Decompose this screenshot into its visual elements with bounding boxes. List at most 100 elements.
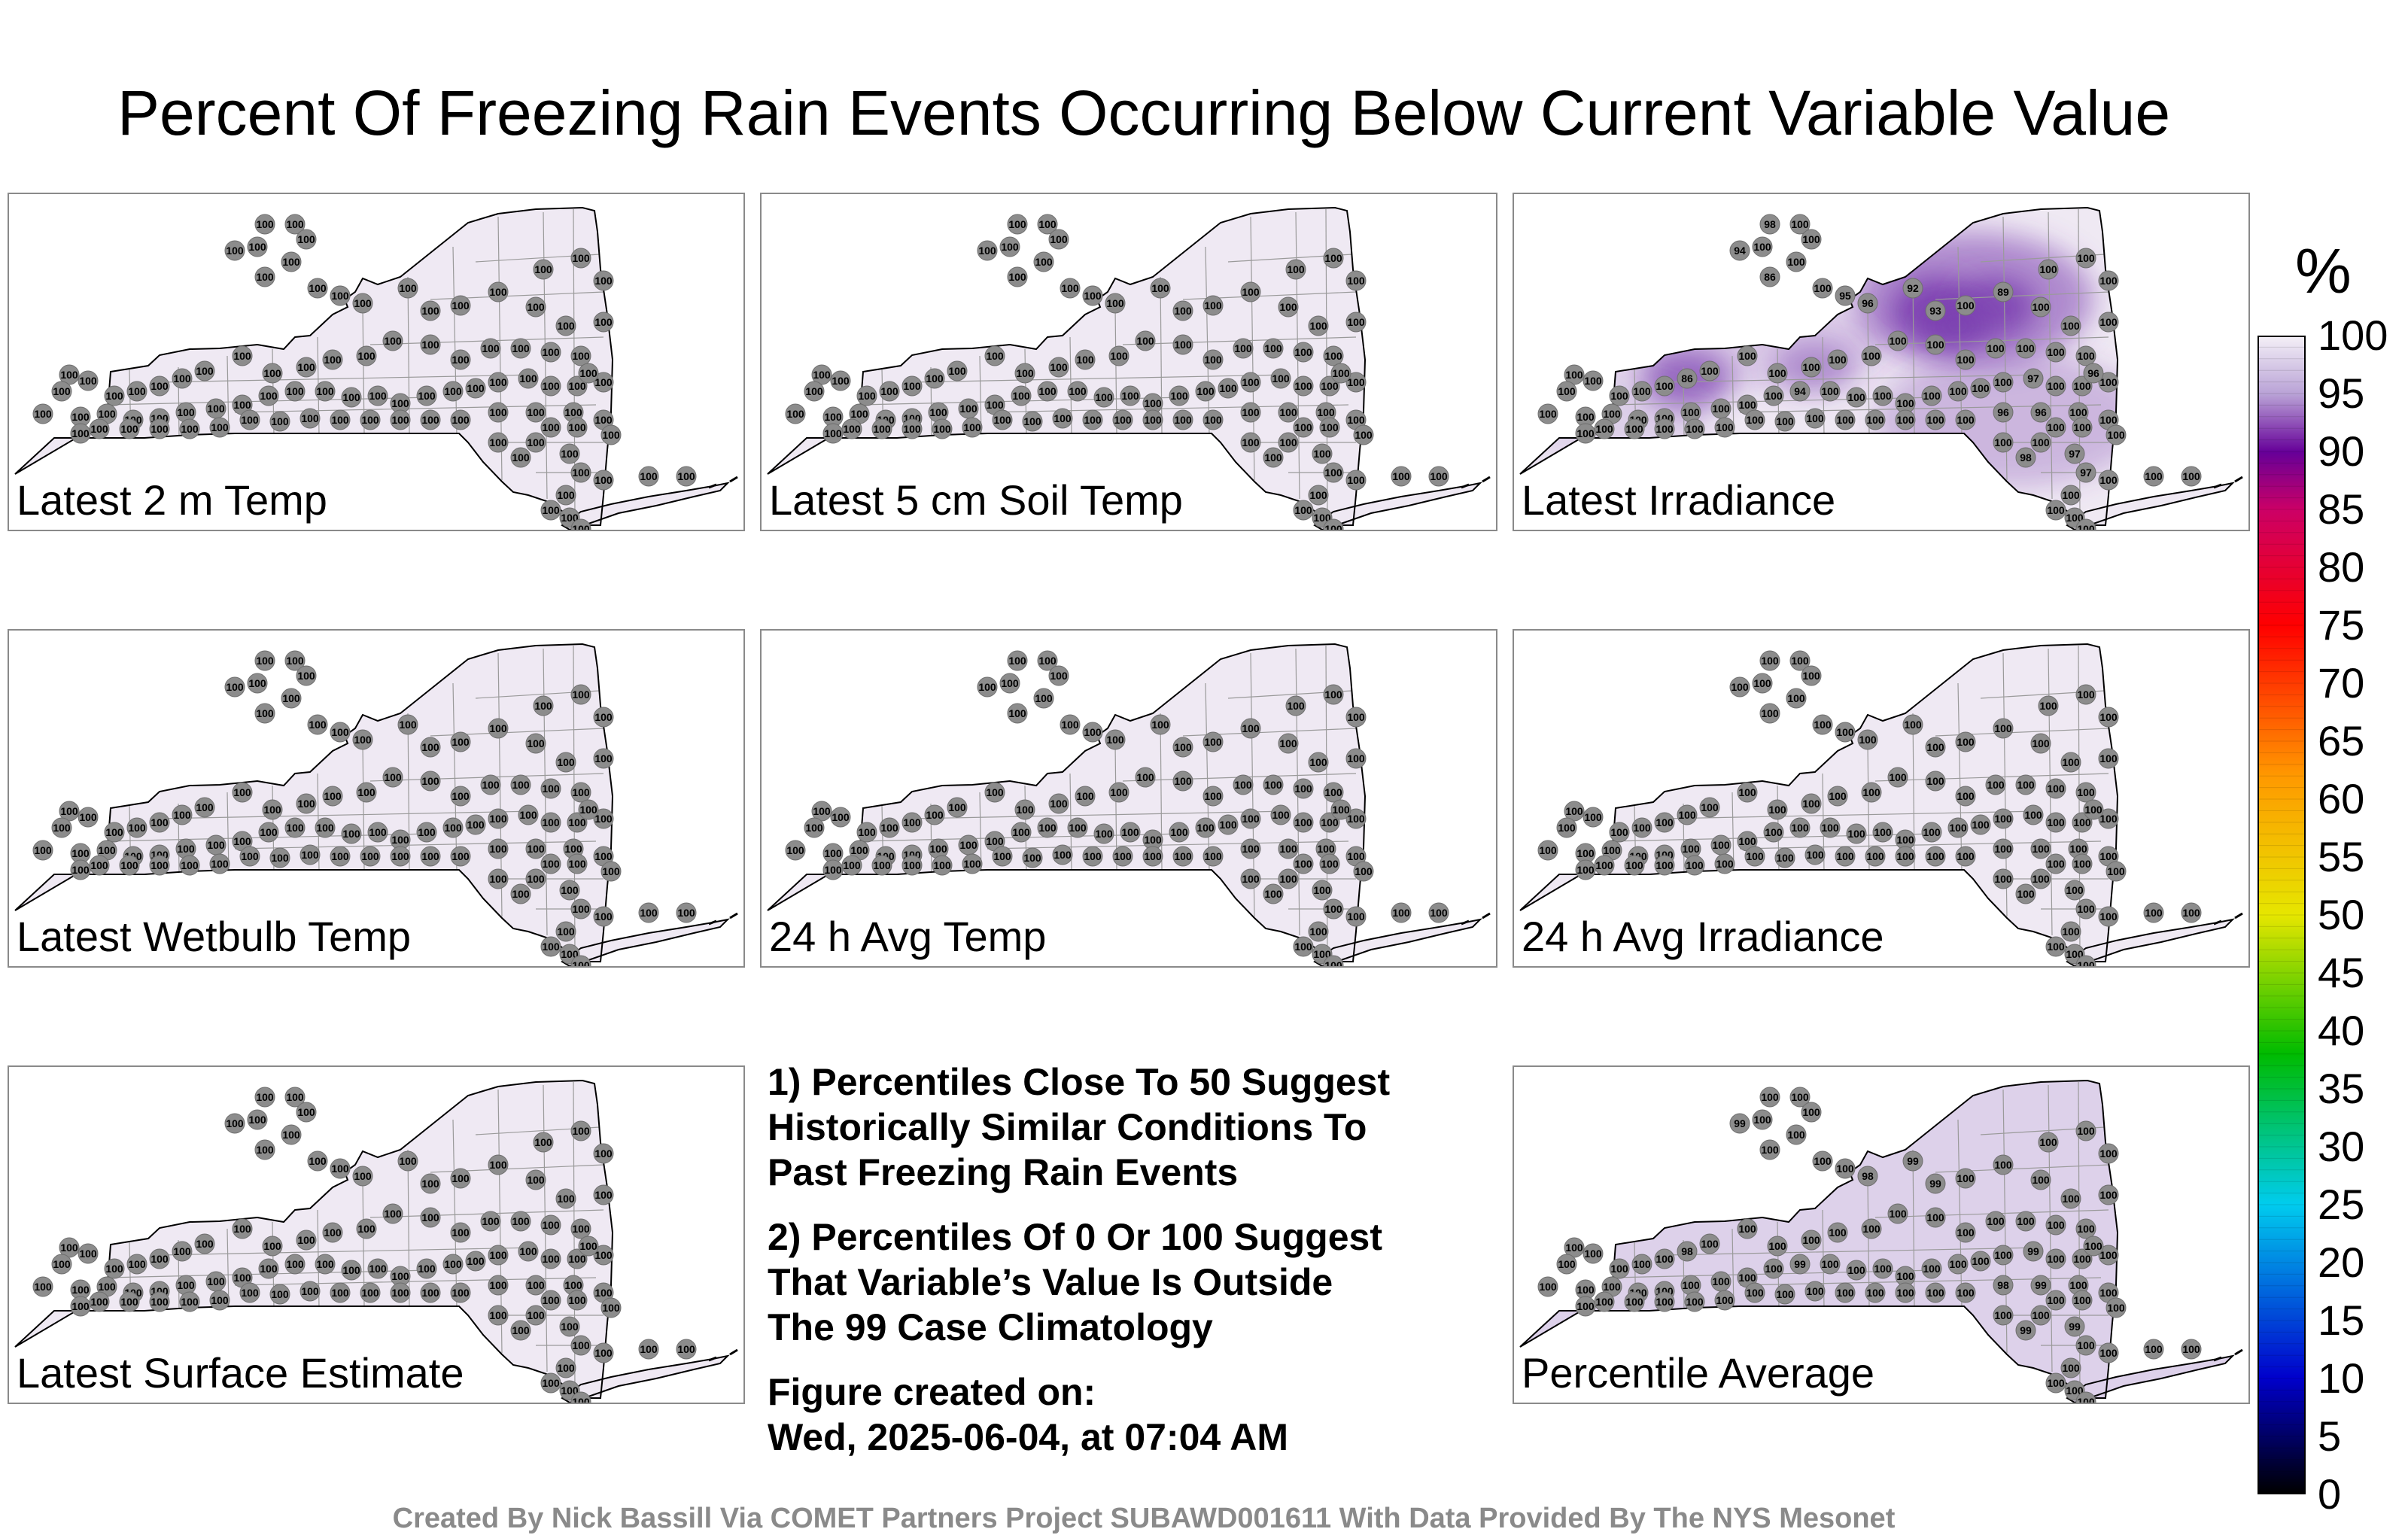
- station-value: 100: [263, 367, 281, 379]
- map-panel-24h-avg-irradiance: 100 100 100 100 100 100 100 100 100 100 100 100 100 1…: [1513, 629, 2250, 968]
- station-marker: 100: [299, 1281, 321, 1302]
- station-marker: 100: [1037, 381, 1058, 402]
- station-dot: [2015, 774, 2036, 795]
- station-value: 100: [391, 1287, 409, 1299]
- station-value: 100: [1050, 798, 1068, 810]
- station-marker: 100: [1993, 808, 2014, 829]
- station-marker: 100: [1804, 408, 1826, 429]
- station-value: 100: [594, 275, 613, 287]
- station-dot: [559, 1316, 580, 1337]
- station-dot: [600, 1297, 622, 1318]
- figure-created: Figure created on: Wed, 2025-06-04, at 0…: [768, 1369, 1490, 1460]
- station-marker: 100: [59, 364, 80, 385]
- station-marker: 100: [1895, 846, 1916, 867]
- station-dot: [70, 1296, 91, 1317]
- station-dot: [533, 259, 554, 280]
- station-marker: 100: [1048, 357, 1069, 378]
- station-value: 100: [1084, 726, 1102, 738]
- colorbar-tick-label: 75: [2318, 601, 2365, 649]
- station-value: 100: [2047, 1219, 2065, 1231]
- station-value: 100: [384, 1208, 402, 1220]
- station-marker: 100: [1774, 847, 1795, 868]
- station-dot: [1737, 782, 1758, 803]
- station-value: 100: [2073, 380, 2091, 392]
- station-marker: 100: [555, 315, 576, 336]
- station-marker: 100: [1007, 266, 1028, 287]
- station-dot: [1820, 381, 1841, 402]
- station-value: 100: [2032, 301, 2050, 313]
- station-marker: 100: [1052, 844, 1073, 865]
- station-marker: 100: [322, 349, 343, 370]
- station-value: 100: [297, 670, 315, 682]
- station-dot: [315, 1254, 336, 1275]
- station-dot: [822, 859, 844, 880]
- station-dot: [51, 381, 72, 402]
- station-dot: [1970, 378, 1991, 399]
- station-marker: 100: [1759, 1087, 1780, 1108]
- station-value: 100: [1686, 1296, 1704, 1308]
- station-value: 100: [451, 1226, 470, 1239]
- station-marker: 100: [1895, 1282, 1916, 1303]
- station-marker: 100: [119, 1291, 140, 1312]
- station-marker: 100: [879, 381, 900, 402]
- station-marker: 100: [1345, 372, 1367, 393]
- station-marker: 100: [2045, 1248, 2066, 1269]
- station-dot: [932, 855, 953, 876]
- station-marker: 100: [2098, 846, 2119, 867]
- station-dot: [269, 1284, 290, 1305]
- station-dot: [307, 1150, 328, 1172]
- colorbar-tick-label: 80: [2318, 543, 2365, 591]
- station-value: 100: [2107, 865, 2125, 877]
- station-marker: 100: [804, 381, 825, 402]
- station-dot: [1240, 808, 1261, 829]
- station-value: 100: [572, 1339, 590, 1351]
- station-value: 100: [1926, 1211, 1944, 1223]
- station-value: 100: [2099, 850, 2118, 862]
- station-dot: [2064, 880, 2085, 901]
- station-value: 100: [880, 822, 898, 834]
- station-marker: 100: [2143, 466, 2164, 487]
- station-value: 100: [1926, 741, 1944, 753]
- station-value: 100: [579, 1240, 597, 1252]
- station-marker: 100: [593, 906, 614, 927]
- station-value: 100: [207, 839, 225, 851]
- station-value: 100: [572, 523, 590, 531]
- station-dot: [1067, 381, 1088, 402]
- station-marker: 100: [1631, 381, 1652, 402]
- station-value: 100: [534, 700, 552, 712]
- station-marker: 100: [262, 363, 283, 384]
- station-value: 100: [451, 414, 470, 426]
- station-marker: 100: [984, 394, 1005, 415]
- station-value: 100: [1023, 852, 1041, 864]
- station-value: 100: [421, 1178, 439, 1190]
- station-dot: [2045, 936, 2066, 957]
- station-value: 100: [34, 1281, 52, 1293]
- station-value: 100: [572, 1125, 590, 1137]
- station-dot: [555, 1188, 576, 1209]
- station-value: 100: [1061, 719, 1079, 731]
- station-dot: [284, 1254, 306, 1275]
- station-marker: 86: [1677, 368, 1698, 389]
- station-dot: [1082, 846, 1103, 867]
- station-value: 100: [2145, 907, 2163, 919]
- station-marker: 100: [315, 817, 336, 838]
- station-marker: 100: [1631, 817, 1652, 838]
- station-dot: [2030, 432, 2051, 453]
- station-value: 100: [2062, 1193, 2080, 1205]
- station-marker: 100: [593, 1143, 614, 1164]
- station-value: 100: [369, 826, 387, 838]
- station-value: 100: [1170, 826, 1188, 838]
- station-marker: 100: [258, 1258, 279, 1279]
- station-dot: [540, 342, 561, 363]
- station-value: 100: [1802, 233, 1820, 245]
- chart-title: Percent Of Freezing Rain Events Occurrin…: [117, 78, 2171, 148]
- station-value: 100: [1738, 786, 1756, 798]
- station-dot: [1135, 330, 1156, 351]
- station-value: 100: [421, 775, 439, 787]
- station-value: 99: [1929, 1178, 1941, 1190]
- station-dot: [856, 822, 877, 843]
- station-dot: [1556, 817, 1577, 838]
- station-dot: [2045, 853, 2066, 874]
- station-dot: [525, 838, 546, 859]
- station-marker: 100: [2143, 902, 2164, 923]
